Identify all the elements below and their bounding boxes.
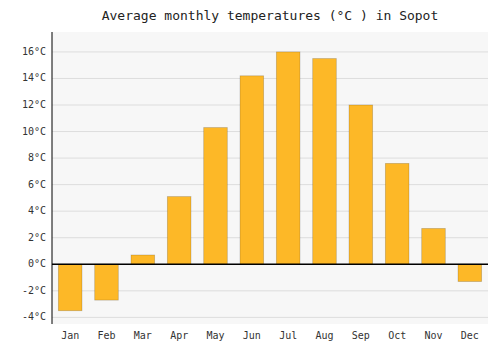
bar <box>349 105 373 264</box>
x-tick-label: Oct <box>388 330 406 341</box>
grid-line <box>52 51 488 52</box>
x-tick-label: Nov <box>424 330 442 341</box>
y-tick-label: 0°C <box>28 258 46 269</box>
zero-line <box>52 264 488 266</box>
grid-line <box>52 211 488 212</box>
y-tick-label: 14°C <box>22 72 46 83</box>
y-tick-label: 6°C <box>28 179 46 190</box>
x-tick-label: Jun <box>243 330 261 341</box>
bar <box>95 264 119 300</box>
grid-line <box>52 131 488 132</box>
grid <box>52 52 488 317</box>
grid-line <box>52 78 488 79</box>
y-tick-label: -4°C <box>22 311 46 322</box>
bar <box>422 228 446 264</box>
bar <box>131 255 155 264</box>
grid-line <box>52 184 488 185</box>
bars <box>58 52 481 311</box>
x-tick-label: Apr <box>170 330 188 341</box>
y-tick-label: 2°C <box>28 232 46 243</box>
x-tick-label: Feb <box>97 330 115 341</box>
y-tick-label: 4°C <box>28 205 46 216</box>
bar <box>204 128 228 265</box>
grid-line <box>52 264 488 265</box>
bar <box>385 163 409 264</box>
x-tick-label: Sep <box>352 330 370 341</box>
bar <box>313 59 337 265</box>
x-tick-label: Dec <box>461 330 479 341</box>
grid-line <box>52 317 488 318</box>
bar <box>276 52 300 264</box>
bar <box>167 197 191 265</box>
y-tick-label: 16°C <box>22 46 46 57</box>
title: Average monthly temperatures (°C ) in So… <box>102 8 439 23</box>
x-tick-label: Aug <box>315 330 333 341</box>
bar <box>58 264 82 310</box>
bar <box>458 264 482 281</box>
x-tick-label: May <box>206 330 224 341</box>
plot-area <box>52 32 488 324</box>
x-tick-label: Jul <box>279 330 297 341</box>
x-tick-label: Jan <box>61 330 79 341</box>
x-tick-label: Mar <box>134 330 152 341</box>
grid-line <box>52 158 488 159</box>
y-tick-label: 8°C <box>28 152 46 163</box>
chart: Average monthly temperatures (°C ) in So… <box>0 0 500 350</box>
y-tick-label: 10°C <box>22 126 46 137</box>
y-tick-label: -2°C <box>22 285 46 296</box>
grid-line <box>52 105 488 106</box>
y-tick-label: 12°C <box>22 99 46 110</box>
bar <box>240 76 264 264</box>
y-axis-line <box>52 32 53 324</box>
